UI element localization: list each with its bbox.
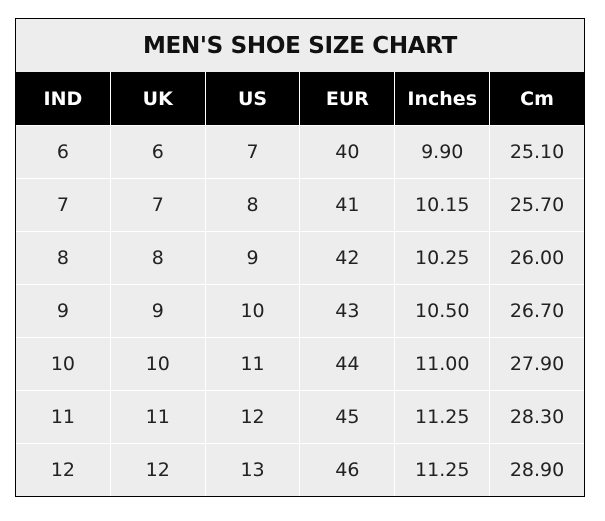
table-cell: 26.00: [489, 231, 584, 284]
table-cell: 9: [204, 231, 300, 284]
table-cell: 9.90: [394, 125, 490, 178]
table-cell: 46: [299, 443, 395, 496]
table-cell: 8: [109, 231, 205, 284]
table-cell: 6: [16, 125, 110, 178]
table-cell: 25.10: [489, 125, 584, 178]
table-cell: 10.15: [394, 178, 490, 231]
table-row: 10 10 11 44 11.00 27.90: [16, 337, 584, 390]
table-cell: 41: [299, 178, 395, 231]
table-cell: 7: [204, 125, 300, 178]
column-header-us: US: [204, 72, 300, 125]
table-cell: 9: [109, 284, 205, 337]
table-cell: 42: [299, 231, 395, 284]
table-cell: 10.50: [394, 284, 490, 337]
table-cell: 12: [16, 443, 110, 496]
header-row: IND UK US EUR Inches Cm: [16, 72, 584, 125]
table-cell: 10: [204, 284, 300, 337]
table-cell: 8: [16, 231, 110, 284]
table-cell: 11: [109, 390, 205, 443]
column-header-inches: Inches: [394, 72, 490, 125]
table-row: 8 8 9 42 10.25 26.00: [16, 231, 584, 284]
table-cell: 11.25: [394, 390, 490, 443]
table-cell: 11: [204, 337, 300, 390]
table-cell: 28.90: [489, 443, 584, 496]
table-cell: 28.30: [489, 390, 584, 443]
table-cell: 10: [16, 337, 110, 390]
column-header-cm: Cm: [489, 72, 584, 125]
column-header-eur: EUR: [299, 72, 395, 125]
table-cell: 9: [16, 284, 110, 337]
table-cell: 11.00: [394, 337, 490, 390]
table-cell: 11.25: [394, 443, 490, 496]
table-cell: 11: [16, 390, 110, 443]
table-cell: 45: [299, 390, 395, 443]
table-row: 11 11 12 45 11.25 28.30: [16, 390, 584, 443]
table-body: 6 6 7 40 9.90 25.10 7 7 8 41 10.15 25.70 8 8 9 42 10.25 2…: [16, 125, 584, 496]
table-cell: 25.70: [489, 178, 584, 231]
column-header-ind: IND: [16, 72, 110, 125]
size-chart-table: MEN'S SHOE SIZE CHART IND UK US EUR Inches Cm…: [15, 18, 585, 497]
table-cell: 8: [204, 178, 300, 231]
table-cell: 27.90: [489, 337, 584, 390]
table-row: 7 7 8 41 10.15 25.70: [16, 178, 584, 231]
table-cell: 43: [299, 284, 395, 337]
table-row: 12 12 13 46 11.25 28.90: [16, 443, 584, 496]
column-header-uk: UK: [109, 72, 205, 125]
table-row: 6 6 7 40 9.90 25.10: [16, 125, 584, 178]
table-cell: 10: [109, 337, 205, 390]
table-cell: 12: [204, 390, 300, 443]
table-row: 9 9 10 43 10.50 26.70: [16, 284, 584, 337]
table-cell: 7: [16, 178, 110, 231]
table-cell: 13: [204, 443, 300, 496]
table-cell: 12: [109, 443, 205, 496]
table-cell: 44: [299, 337, 395, 390]
table-title: MEN'S SHOE SIZE CHART: [142, 32, 458, 59]
table-cell: 6: [109, 125, 205, 178]
table-cell: 40: [299, 125, 395, 178]
table-cell: 7: [109, 178, 205, 231]
table-cell: 10.25: [394, 231, 490, 284]
table-cell: 26.70: [489, 284, 584, 337]
